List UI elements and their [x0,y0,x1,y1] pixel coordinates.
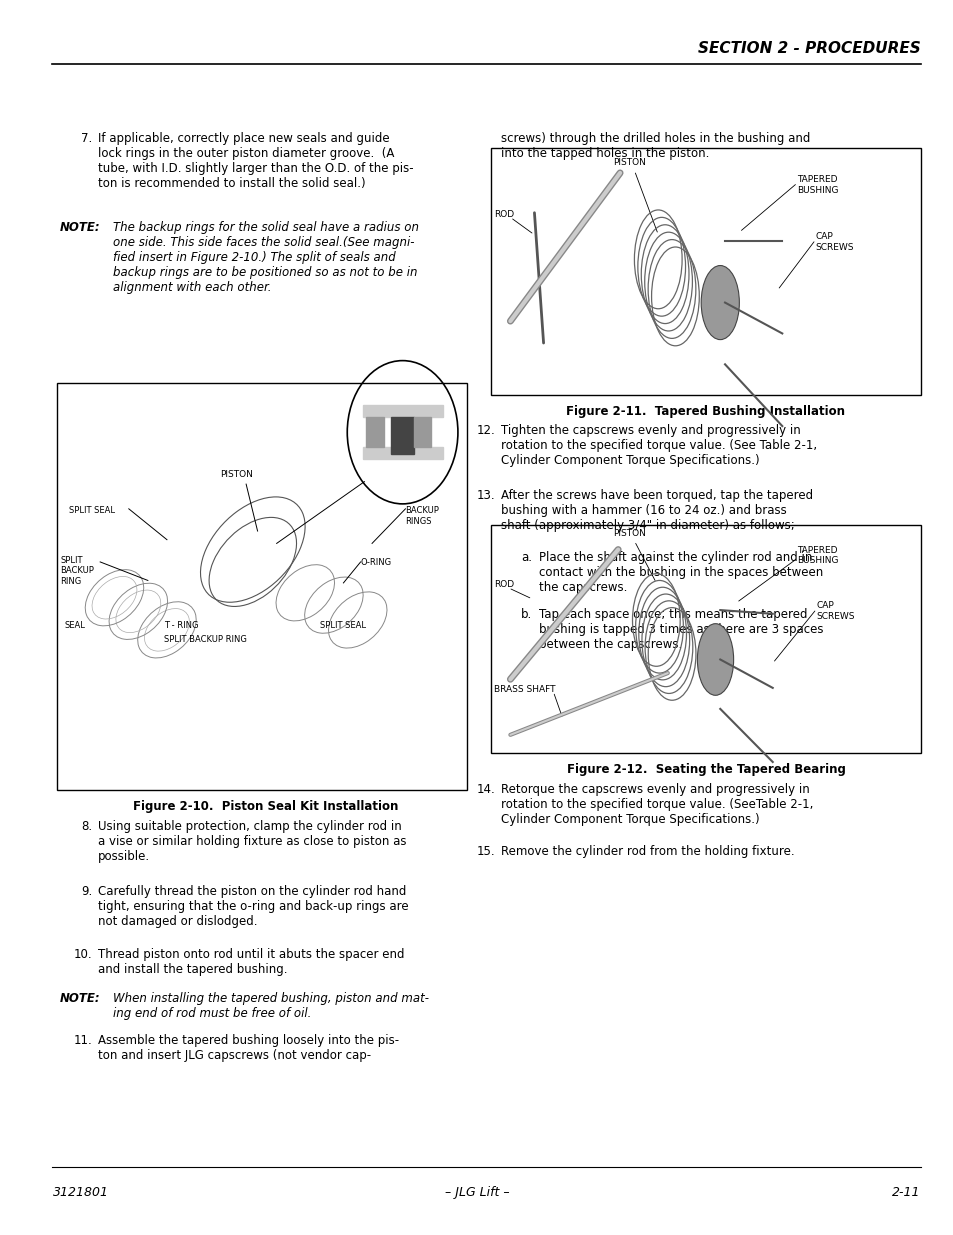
Text: Tap each space once; this means the tapered
bushing is tapped 3 times as there a: Tap each space once; this means the tape… [538,608,822,651]
Text: TAPERED
BUSHING: TAPERED BUSHING [797,546,839,566]
Text: BACKUP
RINGS: BACKUP RINGS [405,506,439,526]
Text: SPLIT SEAL: SPLIT SEAL [319,621,365,630]
Text: Figure 2-11.  Tapered Bushing Installation: Figure 2-11. Tapered Bushing Installatio… [566,405,844,419]
Text: TAPERED
BUSHING: TAPERED BUSHING [797,175,839,195]
Bar [362,405,442,417]
Text: Figure 2-12.  Seating the Tapered Bearing: Figure 2-12. Seating the Tapered Bearing [566,763,844,777]
Bar [362,447,442,459]
Text: SPLIT SEAL: SPLIT SEAL [69,506,114,515]
Text: The backup rings for the solid seal have a radius on
one side. This side faces t: The backup rings for the solid seal have… [112,221,418,294]
Text: Thread piston onto rod until it abuts the spacer end
and install the tapered bus: Thread piston onto rod until it abuts th… [98,948,404,977]
Text: CAP
SCREWS: CAP SCREWS [816,601,854,621]
Text: 13.: 13. [476,489,495,503]
Text: ROD: ROD [494,210,514,219]
Text: 9.: 9. [81,885,92,899]
Text: SPLIT BACKUP RING: SPLIT BACKUP RING [164,635,246,643]
Ellipse shape [697,624,733,695]
Text: 2-11: 2-11 [891,1186,920,1199]
Text: b.: b. [520,608,532,621]
Text: 7.: 7. [81,132,92,146]
Bar [414,417,431,447]
Text: BRASS SHAFT: BRASS SHAFT [494,685,555,694]
Text: If applicable, correctly place new seals and guide
lock rings in the outer pisto: If applicable, correctly place new seals… [98,132,414,190]
Text: CAP
SCREWS: CAP SCREWS [815,232,853,252]
Text: Using suitable protection, clamp the cylinder rod in
a vise or similar holding f: Using suitable protection, clamp the cyl… [98,820,406,863]
Text: NOTE:: NOTE: [60,221,101,235]
Text: SECTION 2 - PROCEDURES: SECTION 2 - PROCEDURES [698,41,920,56]
Text: After the screws have been torqued, tap the tapered
bushing with a hammer (16 to: After the screws have been torqued, tap … [500,489,812,532]
Text: Place the shaft against the cylinder rod and in
contact with the bushing in the : Place the shaft against the cylinder rod… [538,551,822,594]
Text: O-RING: O-RING [360,558,392,567]
Text: Carefully thread the piston on the cylinder rod hand
tight, ensuring that the o-: Carefully thread the piston on the cylin… [98,885,409,929]
Text: When installing the tapered bushing, piston and mat-
ing end of rod must be free: When installing the tapered bushing, pis… [112,992,428,1020]
Text: SPLIT
BACKUP
RING: SPLIT BACKUP RING [60,556,94,585]
Text: – JLG Lift –: – JLG Lift – [444,1186,509,1199]
Text: NOTE:: NOTE: [60,992,101,1005]
Bar [491,148,920,395]
Text: 10.: 10. [73,948,92,962]
Bar [391,417,414,454]
Text: Assemble the tapered bushing loosely into the pis-
ton and insert JLG capscrews : Assemble the tapered bushing loosely int… [98,1034,399,1062]
Text: 3121801: 3121801 [52,1186,109,1199]
Bar [57,383,467,790]
Text: 11.: 11. [73,1034,92,1047]
Text: a.: a. [520,551,532,564]
Text: Remove the cylinder rod from the holding fixture.: Remove the cylinder rod from the holding… [500,845,794,858]
Text: ROD: ROD [494,580,514,589]
Text: PISTON: PISTON [613,529,645,537]
Text: Retorque the capscrews evenly and progressively in
rotation to the specified tor: Retorque the capscrews evenly and progre… [500,783,812,826]
Text: 15.: 15. [476,845,495,858]
Text: 14.: 14. [476,783,495,797]
Text: 12.: 12. [476,424,495,437]
Bar [366,417,383,447]
Text: PISTON: PISTON [220,471,253,479]
Bar [491,525,920,753]
Text: 8.: 8. [81,820,92,834]
Text: PISTON: PISTON [613,158,645,167]
Text: T - RING: T - RING [164,621,198,630]
Text: SEAL: SEAL [65,621,86,630]
Text: Figure 2-10.  Piston Seal Kit Installation: Figure 2-10. Piston Seal Kit Installatio… [132,800,397,814]
Text: Tighten the capscrews evenly and progressively in
rotation to the specified torq: Tighten the capscrews evenly and progres… [500,424,816,467]
Ellipse shape [700,266,739,340]
Text: screws) through the drilled holes in the bushing and
into the tapped holes in th: screws) through the drilled holes in the… [500,132,809,161]
